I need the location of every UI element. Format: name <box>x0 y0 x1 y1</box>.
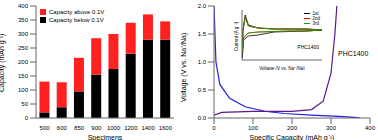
svg-text:Voltage (V vs. Na⁺/Na): Voltage (V vs. Na⁺/Na) <box>259 66 305 70</box>
svg-text:100: 100 <box>248 125 259 131</box>
html-text:Capacity above 0.1V: Capacity above 0.1V <box>49 9 105 15</box>
svg-text:0.0: 0.0 <box>198 115 207 121</box>
svg-text:50: 50 <box>21 101 28 107</box>
svg-text:850: 850 <box>74 125 85 131</box>
svg-text:400: 400 <box>18 3 29 9</box>
html-text:1st: 1st <box>312 11 319 16</box>
svg-text:Current (A g⁻¹): Current (A g⁻¹) <box>234 21 239 51</box>
svg-text:Specimens: Specimens <box>88 134 123 140</box>
svg-text:2.0: 2.0 <box>198 3 207 9</box>
svg-text:150: 150 <box>18 73 29 79</box>
svg-text:0.5: 0.5 <box>198 87 207 93</box>
svg-text:250: 250 <box>18 45 29 51</box>
html-text:PHC1400: PHC1400 <box>297 44 319 50</box>
html-text:PHC1400: PHC1400 <box>338 50 369 57</box>
svg-text:300: 300 <box>18 31 29 37</box>
svg-text:1.0: 1.0 <box>198 59 207 65</box>
svg-text:1600: 1600 <box>159 125 173 131</box>
svg-text:300: 300 <box>326 125 337 131</box>
svg-text:0: 0 <box>212 125 216 131</box>
html-text:3rd: 3rd <box>312 21 319 26</box>
svg-text:0: 0 <box>25 115 29 121</box>
svg-text:500: 500 <box>40 125 51 131</box>
html-text:2nd: 2nd <box>312 16 320 21</box>
svg-text:400: 400 <box>365 125 370 131</box>
svg-text:350: 350 <box>18 17 29 23</box>
svg-text:1400: 1400 <box>141 125 155 131</box>
svg-text:100: 100 <box>18 87 29 93</box>
svg-text:200: 200 <box>287 125 298 131</box>
svg-text:Specific Capacity (mAh g⁻¹): Specific Capacity (mAh g⁻¹) <box>250 134 335 140</box>
svg-text:1200: 1200 <box>124 125 138 131</box>
svg-text:200: 200 <box>18 59 29 65</box>
html-text:Capacity below 0.1V: Capacity below 0.1V <box>49 17 104 23</box>
svg-text:900: 900 <box>91 125 102 131</box>
svg-text:Voltage (V vs. Na⁺/Na): Voltage (V vs. Na⁺/Na) <box>180 33 188 102</box>
svg-text:1000: 1000 <box>107 125 121 131</box>
svg-text:600: 600 <box>57 125 68 131</box>
svg-text:1.5: 1.5 <box>198 31 207 37</box>
